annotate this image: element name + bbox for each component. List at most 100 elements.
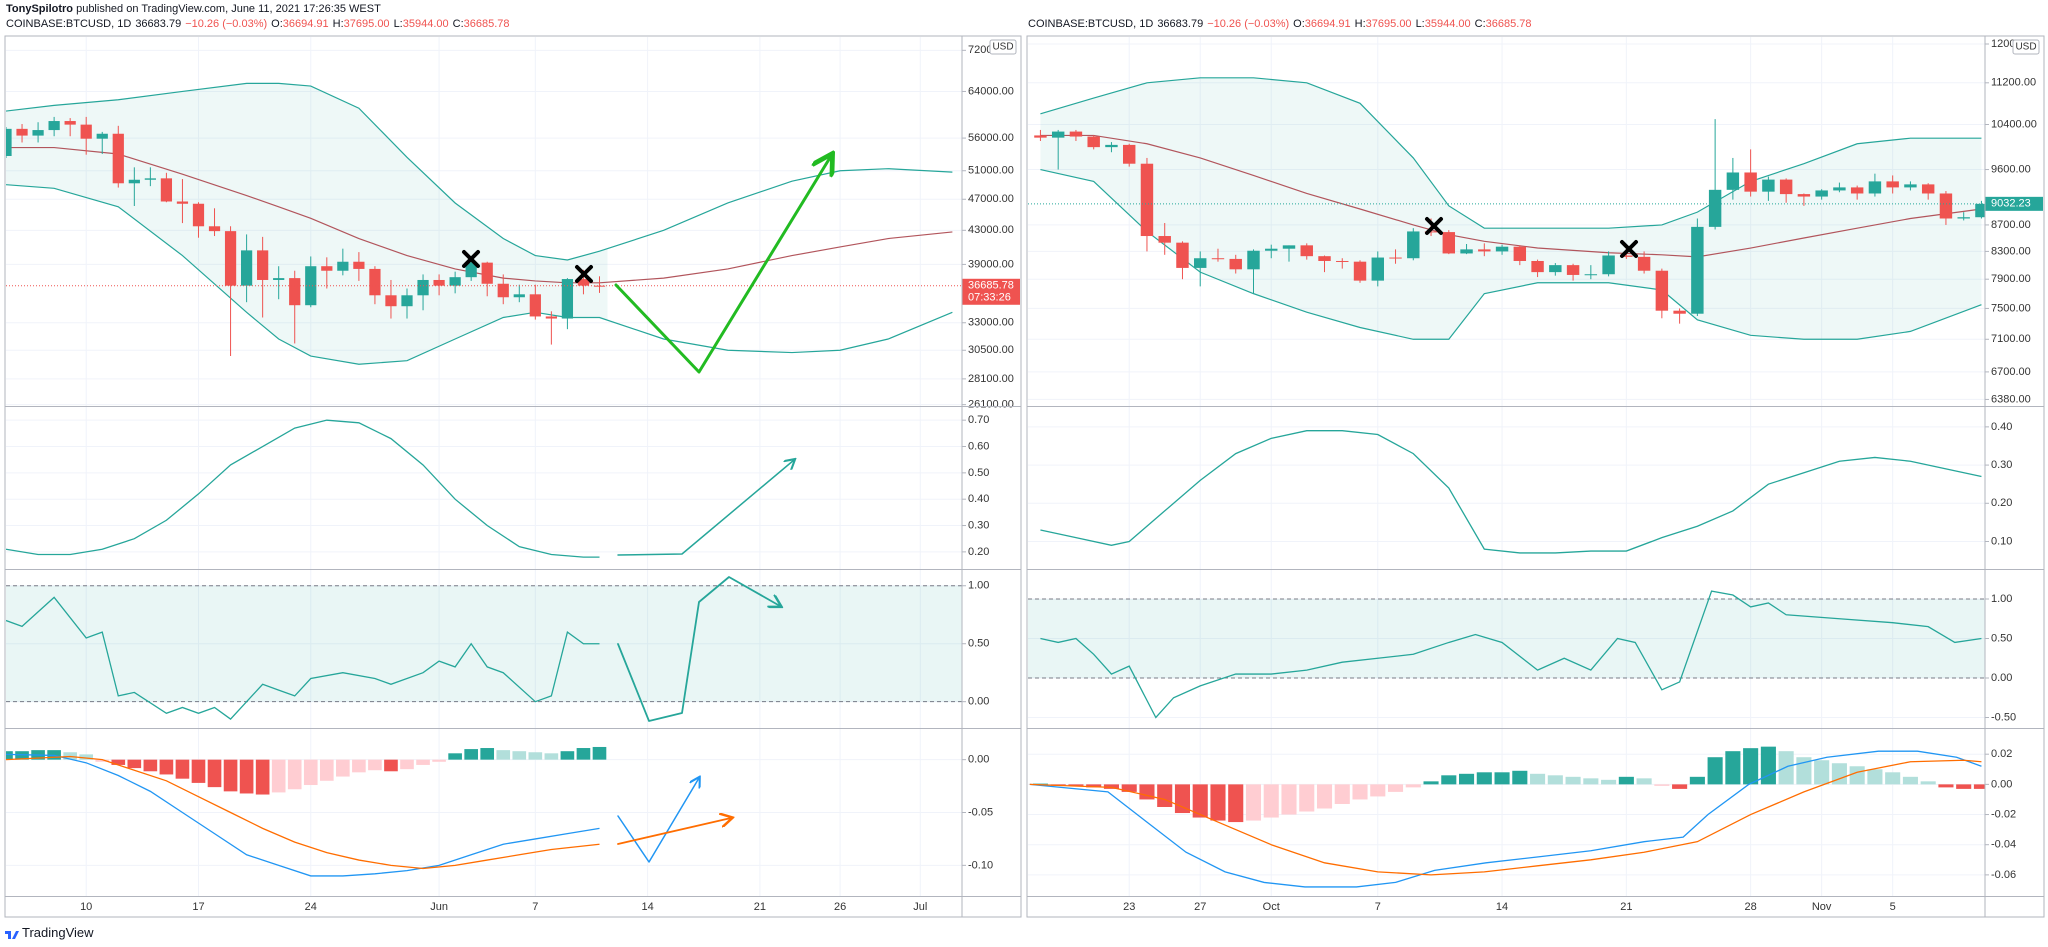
histogram-bar — [1228, 784, 1244, 823]
indicator-line — [6, 419, 600, 558]
candle-body — [497, 283, 509, 298]
candle-body — [1584, 274, 1598, 276]
histogram-bar — [1565, 776, 1581, 785]
histogram-bar — [1601, 779, 1617, 785]
band-fill — [6, 83, 608, 365]
band-upper — [6, 82, 953, 261]
histogram-bar — [384, 759, 398, 772]
histogram-bar — [191, 759, 206, 783]
y-tick-label: 0.02 — [1991, 748, 2012, 760]
ohlc-label: C: — [452, 18, 464, 30]
indicator-line — [6, 755, 600, 870]
candle-body — [465, 262, 477, 278]
x-tick-label: 24 — [305, 901, 317, 913]
band-fill-group — [1040, 77, 1982, 340]
ohlc-label: H: — [1354, 18, 1366, 30]
candle-body — [481, 262, 493, 284]
histogram-bar — [1689, 776, 1705, 785]
histogram-bar — [207, 759, 222, 788]
candle-body — [1815, 190, 1828, 197]
candle-body — [593, 285, 606, 287]
level-fill — [1028, 598, 1985, 678]
histogram-bar — [1547, 775, 1563, 785]
y-tick-label: 0.50 — [1991, 632, 2012, 644]
y-tick-label: 7100.00 — [1991, 333, 2031, 345]
histogram-bar — [175, 759, 190, 779]
chart: 101724Jun7142126Jul72000.0064000.0056000… — [6, 37, 1020, 913]
histogram-bar — [1530, 773, 1546, 785]
drawings — [462, 156, 1638, 863]
y-tick-label: 0.00 — [968, 754, 989, 766]
countdown: 07:33:26 — [968, 292, 1011, 304]
price-pane — [6, 82, 962, 365]
histogram-bar — [1760, 746, 1776, 785]
candle-body — [16, 128, 28, 136]
left-panel-border — [4, 35, 1022, 918]
x-tick-label: 26 — [834, 901, 846, 913]
y-tick-label: 6380.00 — [1991, 393, 2031, 405]
blue-arrow — [617, 778, 699, 863]
candle-body — [48, 121, 60, 131]
x-mark — [1620, 240, 1638, 258]
histogram-bar — [528, 752, 543, 760]
candle-body — [513, 294, 525, 298]
candle-body — [1122, 144, 1136, 164]
last: 36683.79 — [1157, 18, 1204, 30]
y-tick-label: 7500.00 — [1991, 302, 2031, 314]
candle-body — [449, 277, 461, 286]
y-tick-label: -0.02 — [1991, 808, 2016, 820]
y-tick-label: -0.05 — [968, 806, 993, 818]
indicator-line — [1029, 759, 1982, 876]
y-tick-label: 1.00 — [968, 580, 989, 592]
candle-body — [1478, 249, 1491, 252]
histogram-bar — [1672, 784, 1688, 789]
histogram-bar — [1210, 784, 1226, 821]
ohlc-label: H: — [332, 18, 344, 30]
histogram-bar — [1086, 784, 1102, 788]
x-mark — [1425, 217, 1443, 235]
indicator-line — [1040, 590, 1982, 719]
candle-body — [1886, 181, 1899, 188]
candle-body — [577, 279, 590, 286]
candle-body — [369, 268, 381, 296]
candle-body — [1353, 261, 1367, 281]
indicator-line — [6, 753, 600, 877]
teal-path — [617, 576, 780, 722]
histogram-bar — [1494, 772, 1510, 785]
currency-box — [2012, 39, 2040, 55]
candle-body — [240, 250, 253, 286]
histogram-bar — [1636, 778, 1652, 785]
x-tick-label: 21 — [754, 901, 766, 913]
y-tick-label: 8700.00 — [1991, 219, 2031, 231]
y-tick-label: 8300.00 — [1991, 245, 2031, 257]
histogram-bar — [1405, 784, 1421, 788]
histogram-bar — [6, 751, 13, 760]
x-tick-label: Oct — [1263, 901, 1280, 913]
ohlc-value: 36685.78 — [1485, 18, 1532, 30]
candle-body — [6, 128, 12, 156]
candle-body — [321, 266, 333, 271]
green-arrow — [614, 156, 831, 374]
histogram-bar — [79, 754, 94, 760]
indicator-line — [6, 596, 600, 720]
histogram-bar — [223, 759, 238, 792]
ticker-line: COINBASE:BTCUSD, 1D 36683.79 −10.26 (−0.03… — [1028, 18, 1536, 30]
y-tick-label: 30500.00 — [968, 344, 1014, 356]
y-tick-label: -0.06 — [1991, 869, 2016, 881]
ohlc-value: 36694.91 — [1304, 18, 1351, 30]
candle-body — [112, 133, 124, 184]
x-tick-label: 21 — [1620, 901, 1632, 913]
candle-body — [337, 261, 349, 271]
histogram-bar — [432, 759, 446, 762]
y-tick-label: 0.50 — [968, 467, 989, 479]
y-tick-label: 1.00 — [1991, 593, 2012, 605]
band-basis — [6, 146, 953, 284]
band-fill — [1040, 77, 1982, 340]
indicator-pane — [6, 419, 600, 558]
histogram-bar — [1476, 772, 1492, 785]
logo-icon — [5, 931, 19, 939]
candle-body — [32, 130, 44, 136]
candle-body — [1673, 310, 1686, 314]
histogram-bar — [271, 759, 286, 793]
